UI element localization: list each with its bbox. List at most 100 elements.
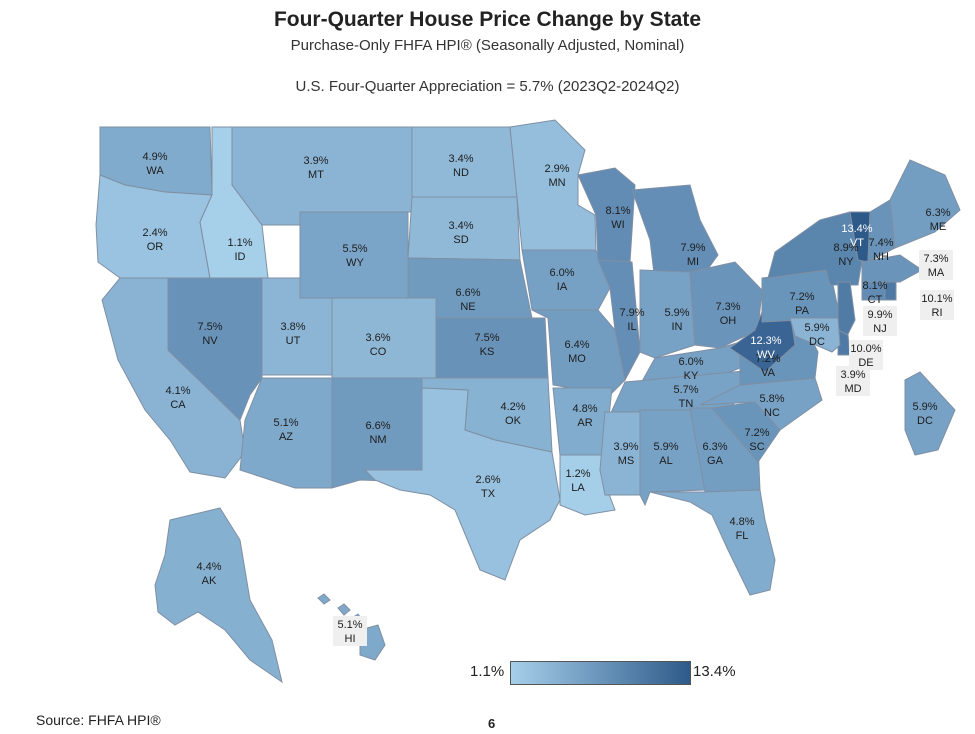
state-label-la: 1.2% LA [565,468,590,494]
state-abbr-wi: WI [611,219,624,231]
state-value-tx: 2.6% [475,474,500,486]
state-abbr-ia: IA [557,281,568,293]
state-label-ks: 7.5% KS [474,332,499,358]
state-abbr-sd: SD [453,234,468,246]
state-value-ca: 4.1% [165,385,190,397]
state-label-ia: 6.0% IA [549,267,574,293]
state-label-me: 6.3% ME [925,207,950,233]
state-abbr-me: ME [930,221,947,233]
state-label-il: 7.9% IL [619,307,644,333]
state-label-nj: 9.9% NJ [863,306,897,336]
state-abbr-ca: CA [170,399,186,411]
state-mn [509,119,597,251]
state-label-ny: 8.9% NY [833,242,858,268]
state-label-dc: 5.9% DC [912,401,937,427]
state-dc [904,371,956,456]
state-label-or: 2.4% OR [142,227,167,253]
legend-min-label: 1.1% [470,663,505,680]
state-value-dc: 5.9% [912,401,937,413]
state-value-al: 5.9% [653,441,678,453]
state-value-wi: 8.1% [605,205,630,217]
state-il [597,259,641,382]
state-abbr-ks: KS [480,346,495,358]
state-label-wi: 8.1% WI [605,205,630,231]
state-abbr-tn: TN [679,398,694,410]
state-abbr-co: CO [370,346,387,358]
state-value-ct: 8.1% [862,280,887,292]
state-value-mo: 6.4% [564,339,589,351]
state-label-ok: 4.2% OK [500,401,525,427]
state-value-ia: 6.0% [549,267,574,279]
state-label-mi: 7.9% MI [680,242,705,268]
state-label-ma: 7.3% MA [919,250,953,280]
state-abbr-ri: RI [932,307,943,319]
state-label-ak: 4.4% AK [196,561,221,587]
state-value-wy: 5.5% [342,243,367,255]
state-value-co: 3.6% [365,332,390,344]
state-value-fl: 4.8% [729,516,754,528]
state-abbr-oh: OH [720,315,737,327]
us-appreciation-text: U.S. Four-Quarter Appreciation = 5.7% (2… [295,78,680,95]
state-value-hi: 5.1% [337,619,362,631]
callout-box-de [849,340,883,370]
state-label-ar: 4.8% AR [572,403,597,429]
callout-box-ma [919,250,953,280]
callout-box-hi [333,616,367,646]
state-value-oh: 7.3% [715,301,740,313]
state-value-ne: 6.6% [455,287,480,299]
labels-layer: 4.9% WA 2.4% OR 4.1% CA 1.1% ID 7.5% NV 3.9% MT 5.5%… [142,151,954,646]
state-label-ri: 10.1% RI [920,290,954,320]
state-label-nv: 7.5% NV [197,321,222,347]
state-label-va: 7.2% VA [755,353,780,379]
state-hi-island-1 [337,603,351,616]
state-ia [521,249,611,311]
state-label-de: 10.0%DE [849,340,883,370]
state-value-ky: 6.0% [678,356,703,368]
state-label-ms: 3.9% MS [613,441,638,467]
state-label-co: 3.6% CO [365,332,390,358]
state-value-de: 10.0% [850,343,881,355]
state-label-oh: 7.3% OH [715,301,740,327]
state-label-nc: 5.8% NC [759,393,784,419]
source-note: Source: FHFA HPI® [36,712,161,728]
state-abbr-dc: DC [917,415,933,427]
state-value-pa: 7.2% [789,291,814,303]
state-abbr-nd: ND [453,167,469,179]
state-abbr-ct: CT [868,294,883,306]
state-value-tn: 5.7% [673,384,698,396]
state-label-fl: 4.8% FL [729,516,754,542]
state-label-pa: 7.2% PA [789,291,814,317]
state-abbr-va: VA [761,367,776,379]
state-ri [884,281,897,301]
state-abbr-tx: TX [481,488,496,500]
state-hi-island-2 [317,593,331,605]
state-abbr-id: ID [235,251,246,263]
state-value-wv: 12.3% [750,335,781,347]
state-abbr-nj: NJ [873,323,886,335]
state-value-ok: 4.2% [500,401,525,413]
state-mi [631,184,719,283]
state-value-ms: 3.9% [613,441,638,453]
state-value-nv: 7.5% [197,321,222,333]
state-label-sc: 7.2% SC [744,427,769,453]
state-md [789,317,841,353]
state-abbr-vt: VT [850,237,864,249]
state-abbr-wa: WA [146,165,164,177]
state-value-md: 3.9% [840,369,865,381]
state-abbr-fl: FL [736,530,749,542]
state-value-mt: 3.9% [303,155,328,167]
state-abbr-hi: HI [345,633,356,645]
state-abbr-ma: MA [928,267,945,279]
state-label-md: 3.9% MD [836,366,870,396]
state-value-ut: 3.8% [280,321,305,333]
state-value-az: 5.1% [273,417,298,429]
state-abbr-mt: MT [308,169,324,181]
state-abbr-md: MD [844,383,861,395]
state-label-id: 1.1% ID [227,237,252,263]
state-abbr-al: AL [659,455,672,467]
state-label-wy: 5.5% WY [342,243,367,269]
state-mo [531,309,626,396]
state-label-dc-inplace: 5.9% DC [804,322,829,348]
state-value-nd: 3.4% [448,153,473,165]
